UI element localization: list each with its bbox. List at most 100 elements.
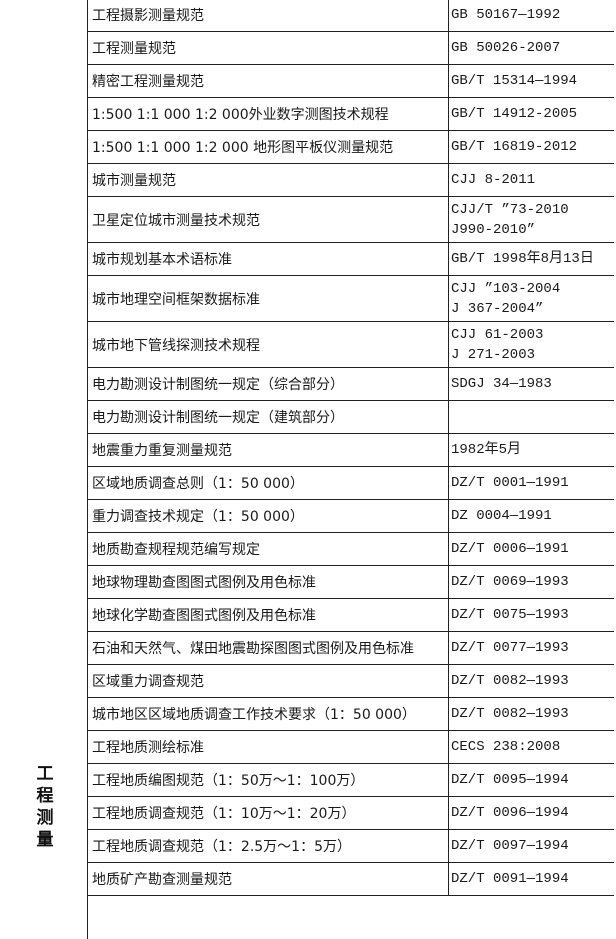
standard-code-line: GB 50026-2007 (451, 40, 561, 56)
standard-name: 工程地质调查规范（1：2.5万～1：5万） (88, 830, 449, 862)
standard-name: 石油和天然气、煤田地震勘探图图式图例及用色标准 (88, 632, 449, 664)
standard-name: 电力勘测设计制图统一规定（综合部分） (88, 368, 449, 400)
standard-code-line: DZ/T 0082—1993 (451, 706, 569, 722)
table-row: 城市地理空间框架数据标准 CJJ ”103-2004 J 367-2004” (88, 276, 614, 322)
table-row: 地震重力重复测量规范 1982年5月 (88, 434, 614, 467)
standard-code: CJJ/T ”73-2010 J990-2010” (449, 197, 614, 242)
standard-code-line: DZ/T 0077—1993 (451, 640, 569, 656)
standard-code: DZ/T 0082—1993 (449, 698, 614, 730)
table-row: 工程地质编图规范（1：50万～1：100万） DZ/T 0095—1994 (88, 764, 614, 797)
standard-code (449, 401, 614, 433)
standard-name: 工程摄影测量规范 (88, 0, 449, 31)
standard-code: CJJ 61-2003 J 271-2003 (449, 322, 614, 367)
standard-name: 区域重力调查规范 (88, 665, 449, 697)
table-row: 地质矿产勘查测量规范 DZ/T 0091—1994 (88, 863, 614, 896)
standard-code-line: DZ/T 0095—1994 (451, 772, 569, 788)
standard-code-line: CJJ ”103-2004 (451, 280, 561, 297)
standard-name: 精密工程测量规范 (88, 65, 449, 97)
standard-code-line: DZ 0004—1991 (451, 508, 552, 524)
standard-code: DZ/T 0082—1993 (449, 665, 614, 697)
table-row: 重力调查技术规定（1：50 000） DZ 0004—1991 (88, 500, 614, 533)
standard-code-line: J 367-2004” (451, 300, 544, 317)
standard-code-line: SDGJ 34—1983 (451, 376, 552, 392)
standard-name: 城市测量规范 (88, 164, 449, 196)
standard-code: DZ/T 0075—1993 (449, 599, 614, 631)
table-row: 城市测量规范 CJJ 8-2011 (88, 164, 614, 197)
standard-code-line: DZ/T 0006—1991 (451, 541, 569, 557)
table-row: 地质勘查规程规范编写规定 DZ/T 0006—1991 (88, 533, 614, 566)
table-row: 工程地质测绘标准 CECS 238:2008 (88, 731, 614, 764)
table-row: 地球物理勘查图图式图例及用色标准 DZ/T 0069—1993 (88, 566, 614, 599)
standard-name: 城市地理空间框架数据标准 (88, 276, 449, 321)
table-row: 电力勘测设计制图统一规定（综合部分） SDGJ 34—1983 (88, 368, 614, 401)
standard-code-line: DZ/T 0082—1993 (451, 673, 569, 689)
standard-name: 工程地质测绘标准 (88, 731, 449, 763)
standard-name: 地震重力重复测量规范 (88, 434, 449, 466)
standard-code-line: J990-2010” (451, 221, 536, 238)
table-row: 1:500 1:1 000 1:2 000 地形图平板仪测量规范 GB/T 168… (88, 131, 614, 164)
table-row: 城市地下管线探测技术规程 CJJ 61-2003 J 271-2003 (88, 322, 614, 368)
standard-code-line: 1982年5月 (451, 442, 522, 458)
standard-code: DZ/T 0096—1994 (449, 797, 614, 829)
standard-name: 电力勘测设计制图统一规定（建筑部分） (88, 401, 449, 433)
standard-code: SDGJ 34—1983 (449, 368, 614, 400)
standard-code-line: DZ/T 0091—1994 (451, 871, 569, 887)
standard-code-line: GB/T 14912-2005 (451, 106, 578, 122)
standard-code: GB/T 14912-2005 (449, 98, 614, 130)
standard-name: 地质矿产勘查测量规范 (88, 863, 449, 895)
standard-code: CECS 238:2008 (449, 731, 614, 763)
table-row: 石油和天然气、煤田地震勘探图图式图例及用色标准 DZ/T 0077—1993 (88, 632, 614, 665)
table-row: 工程摄影测量规范 GB 50167—1992 (88, 0, 614, 32)
standard-name: 工程地质编图规范（1：50万～1：100万） (88, 764, 449, 796)
standard-code-line: GB 50167—1992 (451, 7, 561, 23)
standard-code-line: CECS 238:2008 (451, 739, 561, 755)
standard-code: GB/T 1998年8月13日 (449, 243, 614, 275)
table-rows: 工程摄影测量规范 GB 50167—1992 工程测量规范 GB 50026-2007… (88, 0, 614, 896)
standard-code: DZ/T 0001—1991 (449, 467, 614, 499)
standard-name: 地球化学勘查图图式图例及用色标准 (88, 599, 449, 631)
standard-code: DZ/T 0091—1994 (449, 863, 614, 895)
table-row: 精密工程测量规范 GB/T 15314—1994 (88, 65, 614, 98)
standard-code: CJJ 8-2011 (449, 164, 614, 196)
table-row: 工程测量规范 GB 50026-2007 (88, 32, 614, 65)
standard-name: 地质勘查规程规范编写规定 (88, 533, 449, 565)
table-row: 工程地质调查规范（1：2.5万～1：5万） DZ/T 0097—1994 (88, 830, 614, 863)
table-row: 电力勘测设计制图统一规定（建筑部分） (88, 401, 614, 434)
standard-name: 1:500 1:1 000 1:2 000外业数字测图技术规程 (88, 98, 449, 130)
standard-name: 1:500 1:1 000 1:2 000 地形图平板仪测量规范 (88, 131, 449, 163)
standard-code: 1982年5月 (449, 434, 614, 466)
standard-code-line: DZ/T 0097—1994 (451, 838, 569, 854)
standard-code: DZ/T 0095—1994 (449, 764, 614, 796)
standard-name: 工程地质调查规范（1：10万～1：20万） (88, 797, 449, 829)
table-row: 卫星定位城市测量技术规范 CJJ/T ”73-2010 J990-2010” (88, 197, 614, 243)
table-row: 区域重力调查规范 DZ/T 0082—1993 (88, 665, 614, 698)
standard-code-line: GB/T 15314—1994 (451, 73, 578, 89)
standard-code: DZ/T 0097—1994 (449, 830, 614, 862)
standard-code-line: CJJ 61-2003 (451, 326, 544, 343)
standard-code: CJJ ”103-2004 J 367-2004” (449, 276, 614, 321)
standard-name: 城市地下管线探测技术规程 (88, 322, 449, 367)
standard-code: DZ/T 0069—1993 (449, 566, 614, 598)
standard-name: 地球物理勘查图图式图例及用色标准 (88, 566, 449, 598)
standard-name: 卫星定位城市测量技术规范 (88, 197, 449, 242)
standard-code-line: DZ/T 0001—1991 (451, 475, 569, 491)
table-row: 工程地质调查规范（1：10万～1：20万） DZ/T 0096—1994 (88, 797, 614, 830)
standard-code: GB/T 16819-2012 (449, 131, 614, 163)
standard-name: 城市地区区域地质调查工作技术要求（1：50 000） (88, 698, 449, 730)
standard-name: 区域地质调查总则（1：50 000） (88, 467, 449, 499)
category-label: 工程测量 (36, 764, 54, 850)
standard-code: DZ/T 0006—1991 (449, 533, 614, 565)
standard-code: GB 50167—1992 (449, 0, 614, 31)
standard-code: GB/T 15314—1994 (449, 65, 614, 97)
standard-name: 城市规划基本术语标准 (88, 243, 449, 275)
standard-code-line: DZ/T 0075—1993 (451, 607, 569, 623)
standard-name: 工程测量规范 (88, 32, 449, 64)
standard-code: DZ/T 0077—1993 (449, 632, 614, 664)
table-row: 城市规划基本术语标准 GB/T 1998年8月13日 (88, 243, 614, 276)
standard-code: DZ 0004—1991 (449, 500, 614, 532)
table-row: 区域地质调查总则（1：50 000） DZ/T 0001—1991 (88, 467, 614, 500)
standard-code-line: GB/T 16819-2012 (451, 139, 578, 155)
standard-name: 重力调查技术规定（1：50 000） (88, 500, 449, 532)
standard-code-line: CJJ/T ”73-2010 (451, 201, 569, 218)
category-cell: 工程测量 (3, 0, 88, 939)
